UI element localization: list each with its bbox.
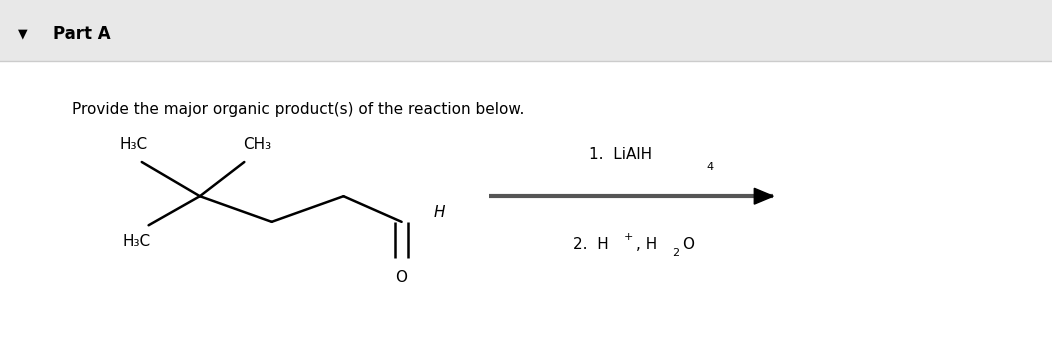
Text: H: H [433, 205, 445, 220]
Text: CH₃: CH₃ [243, 137, 271, 152]
Text: Provide the major organic product(s) of the reaction below.: Provide the major organic product(s) of … [72, 102, 524, 117]
Text: Part A: Part A [53, 25, 110, 43]
Text: 2: 2 [672, 248, 680, 258]
Text: , H: , H [636, 237, 658, 252]
Text: H₃C: H₃C [122, 234, 150, 249]
Text: ▼: ▼ [18, 28, 28, 41]
Text: 2.  H: 2. H [573, 237, 609, 252]
Text: +: + [624, 232, 633, 242]
FancyBboxPatch shape [0, 0, 1052, 61]
Text: H₃C: H₃C [119, 137, 147, 152]
Text: O: O [682, 237, 693, 252]
Text: 4: 4 [707, 162, 713, 172]
Polygon shape [754, 188, 773, 204]
Text: O: O [396, 270, 407, 285]
Text: 1.  LiAlH: 1. LiAlH [589, 147, 652, 162]
